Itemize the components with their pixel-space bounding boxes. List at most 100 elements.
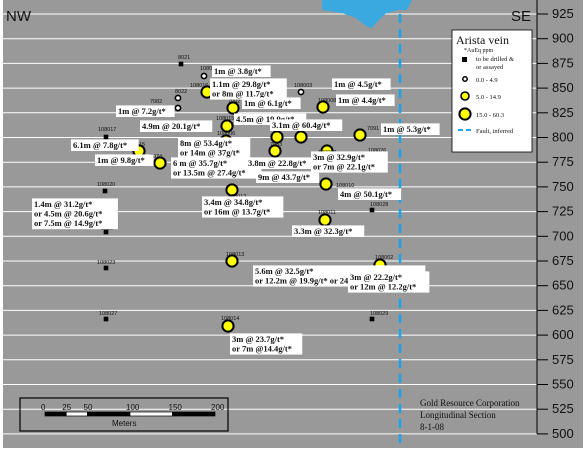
hole-high-grade-marker [220,119,234,133]
assay-label-box [230,333,303,355]
drill-hole: 8021 [178,55,190,67]
assay-label: 3.3m @ 32.3g/t* [292,225,365,237]
assay-label-line: or 14m @ 37g/t* [180,148,240,158]
hole-id-label: 108017 [98,127,116,133]
scale-bar-segment [65,411,88,417]
assay-label-line: 3.3m @ 32.3g/t* [294,226,352,236]
elevation-label: 525 [552,401,574,416]
assay-label-line: 3m @ 23.7g/t* [232,334,284,344]
assay-label-box [234,113,307,125]
assay-label-box [95,154,154,166]
assay-label: 1m @ 5.3g/t* [381,123,440,135]
hole-high-grade-marker [353,128,367,142]
assay-label-line: 3m @ 22.2g/t* [350,272,402,282]
elevation-label: 700 [552,228,574,243]
assay-label-line: 3.8m @ 22.8g/t* [248,158,306,168]
assay-label-line: 1.1m @ 29.8g/t* [212,79,270,89]
assay-label-line: 6 m @ 35.7g/t* [173,158,227,168]
assay-label: 3.8m @ 22.8g/t* [246,157,319,169]
assay-label-box [116,105,175,117]
drill-hole: 108005 [200,66,218,80]
legend-square-icon [462,57,467,62]
hole-id-label: 108023 [97,260,115,266]
hole-id-label: 108028 [370,202,388,208]
assay-label: 1m @ 4.5g/t* [332,78,391,90]
assay-label-box [270,119,343,131]
drill-hole: 108015 [216,116,234,133]
assay-labels: 1m @ 3.8g/t* 1.1m @ 29.8g/t*or 8m @ 11.7g… [32,65,440,355]
legend: Arista vein *AuEq ppm to be drilled & or… [451,29,533,153]
assay-label: 1m @ 9.8g/t* [95,154,154,166]
scale-bar-tick-label: 0 [41,403,46,412]
elevation-label: 550 [552,377,574,392]
assay-label-line: or 12.2m @ 19.9g/t* or 24m @ 19.1g/t* [255,276,396,286]
assay-label-line: 9m @ 43.7g/t* [258,172,310,182]
hole-low-grade-marker [174,94,182,102]
hole-high-grade-marker [225,254,239,268]
drill-hole: 108014 [221,316,239,333]
hole-id-label: 108010 [336,183,354,189]
assay-label-line: or 12m @ 12.2g/t* [350,282,416,292]
hole-high-grade-marker [153,156,167,170]
legend-box [451,29,533,153]
assay-label-box [210,78,287,100]
assay-label-box [381,123,440,135]
assay-label-box [140,120,213,132]
hole-high-grade-marker [226,101,240,115]
drill-hole: 108008 [316,98,336,114]
title-block: Gold Resource Corporation Longitudinal S… [420,398,520,432]
scale-bar-tick-label: 25 [62,403,71,412]
hole-id-label: 7092 [228,99,240,105]
elevation-label: 925 [552,6,574,21]
assay-label-line: 1m @ 6.1g/t* [244,98,292,108]
elevation-label: 600 [552,327,574,342]
scale-bar-segment [129,411,173,417]
hole-id-label: 108003 [294,83,312,89]
assay-label-line: 4m @ 50.1g/t* [340,189,392,199]
hole-id-label: 108020 [97,182,115,188]
hole-square-marker [369,316,375,322]
hole-id-label: 108011 [318,210,336,216]
drill-hole: 7074 [150,154,167,170]
drill-hole: 108029 [369,311,388,322]
legend-large-circle-icon [458,107,472,121]
assay-label-line: or 7m @ 22.1g/t* [313,162,375,172]
assay-label-box [246,157,319,169]
scale-bar-ticks: 0 25 50 100 150 200 [41,403,225,412]
hole-square-marker [103,134,109,140]
assay-label: 3m @ 23.7g/t*or 7m @14.4g/t* [230,333,303,355]
hole-id-label: 108016 [190,83,208,89]
elevation-label: 850 [552,80,574,95]
legend-label-fault: Fault, inferred [476,128,514,135]
legend-subtitle: *AuEq ppm [464,48,493,54]
elevation-label: 500 [552,426,574,441]
elevation-label: 650 [552,278,574,293]
hole-square-marker [369,207,375,213]
legend-label-medium: 5.0 - 14.9 [476,94,501,101]
hole-square-marker [103,265,109,271]
drill-hole: 7082 [150,99,182,112]
drill-hole: 7091 [353,126,379,142]
elevation-label: 575 [552,352,574,367]
hole-id-label: 7215 [133,142,145,148]
assay-label-box [171,157,262,179]
hole-id-label: 8022 [175,89,187,95]
assay-label-line: 3m @ 32.9g/t* [313,152,365,162]
hole-square-marker [178,61,184,67]
assay-label-box [242,97,301,109]
assay-label-line: or 7m @14.4g/t* [232,344,292,354]
hole-id-label: 7083 [270,142,282,148]
assay-label-line: 6.1m @ 7.8g/t* [73,140,127,150]
elevation-label: 675 [552,253,574,268]
assay-label-line: or 4.5m @ 20.6g/t* [34,209,102,219]
hole-low-grade-marker [200,72,208,80]
hole-high-grade-marker [221,319,235,333]
hole-high-grade-marker [268,144,282,158]
assay-label-line: or 16m @ 13.7g/t* [204,207,270,217]
assay-label-box [311,151,388,173]
hole-square-marker [102,188,108,194]
assay-label-line: 3.4m @ 34.8g/t* [204,197,262,207]
assay-label-box [202,196,284,218]
